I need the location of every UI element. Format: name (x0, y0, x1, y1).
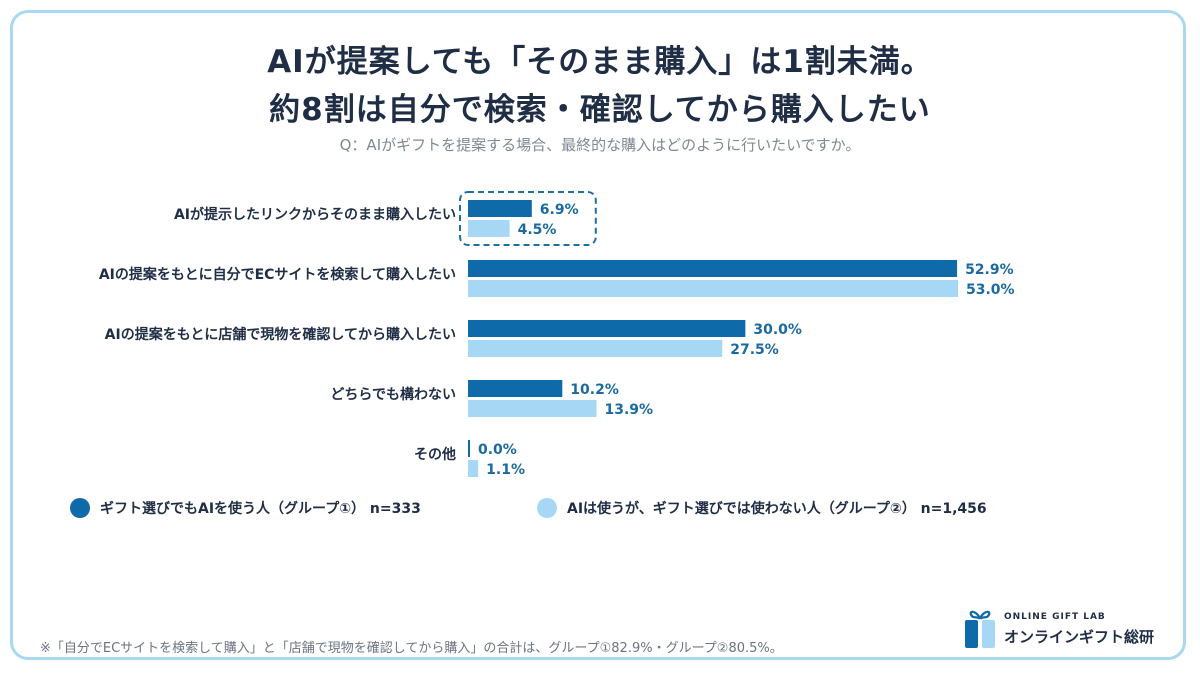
bar-group2 (468, 280, 958, 297)
category-label: AIの提案をもとに店舗で現物を確認してから購入したい (105, 326, 456, 343)
legend-swatch-group2 (537, 498, 557, 518)
data-label-group2: 4.5% (518, 222, 557, 238)
bar-group2 (468, 460, 479, 477)
brand-logo: ONLINE GIFT LAB オンラインギフト総研 (962, 606, 1172, 652)
data-label-group2: 13.9% (605, 402, 654, 418)
chart-title-line2: 約8割は自分で検索・確認してから購入したい (269, 92, 931, 128)
data-label-group1: 52.9% (965, 262, 1014, 278)
legend-label-group2: AIは使うが、ギフト選びでは使わない人（グループ②） n=1,456 (567, 501, 987, 517)
category-label: AIが提示したリンクからそのまま購入したい (174, 206, 456, 223)
highlight-box (459, 191, 597, 246)
data-label-group2: 53.0% (966, 282, 1015, 298)
bar-group1 (468, 200, 532, 217)
data-label-group1: 6.9% (540, 202, 579, 218)
legend-item-group1: ギフト選びでもAIを使う人（グループ①） n=333 (70, 496, 421, 520)
bar-group1 (468, 440, 470, 457)
category-label: AIの提案をもとに自分でECサイトを検索して購入したい (99, 266, 456, 283)
logo-subtitle: ONLINE GIFT LAB (1004, 612, 1106, 622)
bar-chart: AIが提示したリンクからそのまま購入したい 6.9% 4.5% AIの提案をもとに自分… (99, 191, 1015, 478)
category-label: その他 (414, 446, 456, 463)
bar-group2 (468, 400, 597, 417)
data-label-group2: 1.1% (486, 462, 525, 478)
gift-box-icon (965, 610, 995, 648)
logo-name: オンラインギフト総研 (1004, 628, 1155, 646)
bar-group2 (468, 220, 510, 237)
data-label-group1: 30.0% (753, 322, 802, 338)
chart-title-line1: AIが提案しても「そのまま購入」は1割未満。 (267, 44, 933, 80)
category-label: どちらでも構わない (330, 386, 456, 403)
data-label-group2: 27.5% (730, 342, 779, 358)
legend-label-group1: ギフト選びでもAIを使う人（グループ①） n=333 (100, 501, 421, 517)
bar-group1 (468, 380, 563, 397)
data-label-group1: 0.0% (478, 442, 517, 458)
legend-item-group2: AIは使うが、ギフト選びでは使わない人（グループ②） n=1,456 (537, 496, 987, 520)
bar-group1 (468, 320, 746, 337)
legend-swatch-group1 (70, 498, 90, 518)
bar-group2 (468, 340, 723, 357)
data-label-group1: 10.2% (570, 382, 619, 398)
footnote: ※「自分でECサイトを検索して購入」と「店舗で現物を確認してから購入」の合計は、… (40, 641, 783, 656)
survey-question: Q：AIがギフトを提案する場合、最終的な購入はどのように行いたいですか。 (339, 136, 861, 154)
card-frame (10, 10, 1186, 660)
bar-group1 (468, 260, 958, 277)
